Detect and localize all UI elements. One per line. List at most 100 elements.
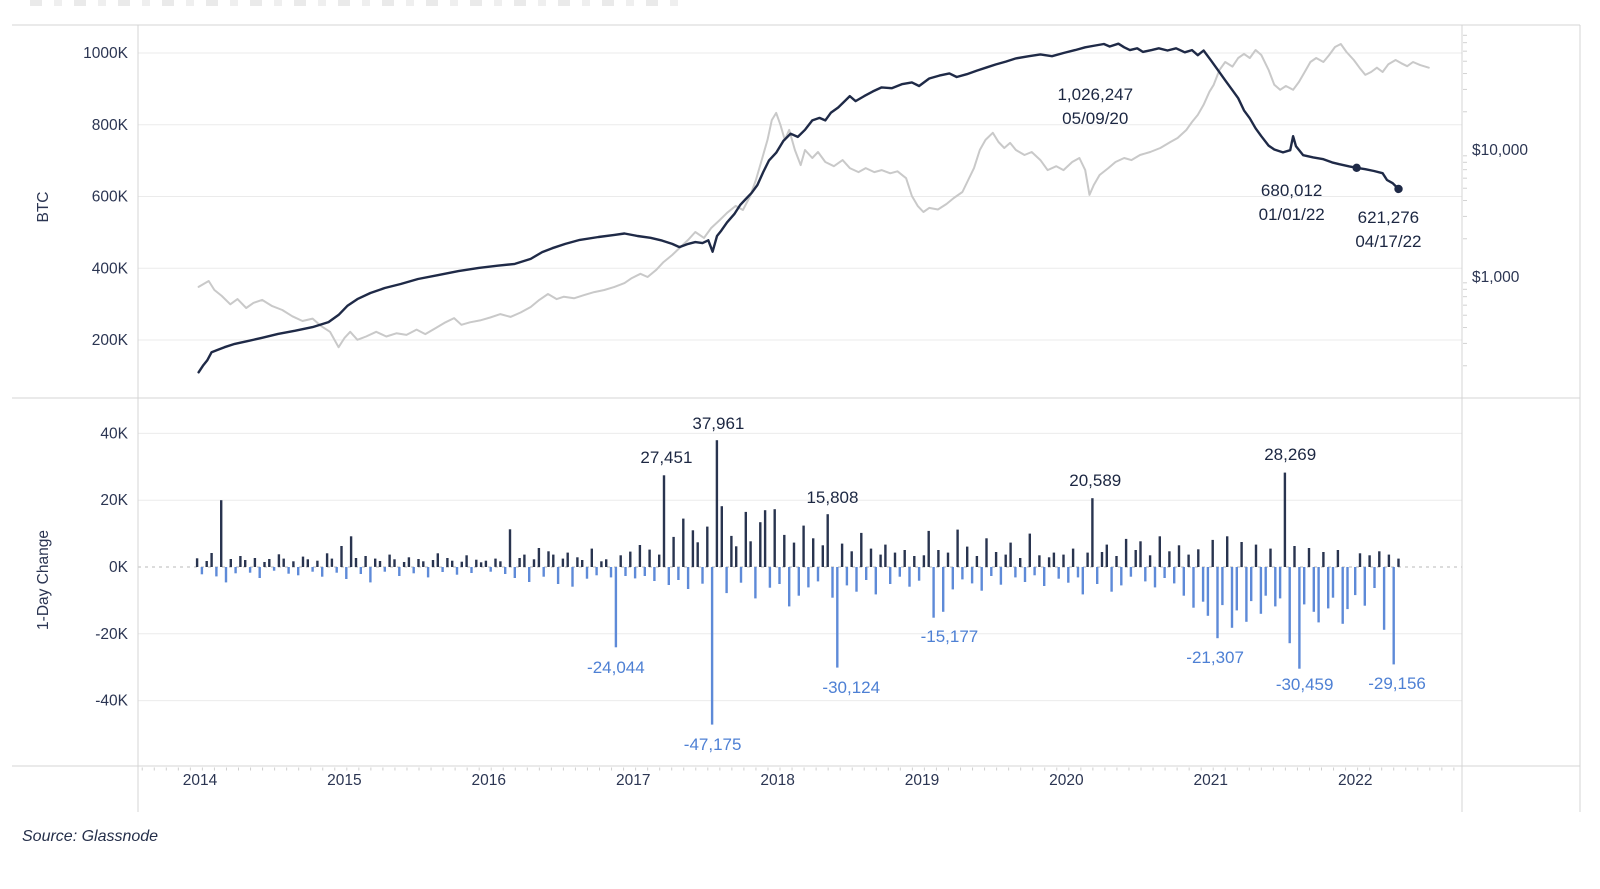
change-bar: [908, 567, 911, 587]
change-bar: [845, 567, 849, 586]
change-bar: [942, 567, 945, 612]
change-bar: [1392, 567, 1395, 665]
change-bar: [282, 558, 285, 567]
change-bar: [407, 557, 411, 567]
change-bar: [932, 567, 935, 618]
change-bar: [725, 567, 728, 594]
y-axis-tick-label: 600K: [92, 189, 129, 206]
change-bar: [556, 567, 560, 584]
change-bar: [865, 567, 868, 580]
change-bar: [388, 554, 391, 567]
change-bar: [763, 510, 767, 567]
change-bar: [797, 567, 800, 596]
change-bar: [884, 544, 887, 567]
change-bar: [398, 567, 401, 576]
change-bar: [633, 567, 637, 579]
change-bar: [1038, 555, 1041, 567]
change-bar: [1293, 546, 1296, 567]
change-bar: [807, 567, 810, 588]
change-bar: [325, 553, 329, 567]
change-bar: [840, 543, 844, 567]
change-bar: [402, 562, 406, 567]
change-bar: [585, 567, 589, 579]
change-bar: [648, 549, 651, 567]
change-bar: [393, 559, 396, 567]
change-bar: [1124, 538, 1128, 567]
change-bar: [658, 554, 661, 567]
balance-annotation-value: 680,012: [1261, 181, 1322, 200]
change-bar: [1009, 542, 1012, 567]
change-bar: [258, 567, 261, 578]
change-bar: [739, 567, 743, 583]
change-bar: [850, 551, 853, 567]
change-bar: [768, 567, 772, 588]
change-bar: [364, 556, 367, 567]
change-bar: [653, 567, 656, 581]
cropped-title-remnant: [30, 0, 690, 6]
change-bar: [1047, 557, 1051, 567]
y-axis-tick-label: 200K: [92, 332, 129, 349]
change-bar: [1230, 567, 1234, 628]
change-bar: [980, 567, 983, 591]
change-bar: [1096, 567, 1099, 584]
change-bar: [1071, 548, 1075, 567]
change-bar: [1201, 567, 1205, 602]
balance-marker-dot: [1352, 163, 1361, 172]
change-bar: [1110, 567, 1113, 592]
change-bar: [484, 560, 488, 567]
change-bar: [436, 553, 439, 567]
change-bar: [1120, 567, 1123, 586]
change-bar: [426, 567, 430, 578]
change-bar: [1187, 554, 1190, 567]
change-annotation: -47,175: [684, 735, 742, 754]
change-bar: [937, 550, 940, 567]
change-bar: [532, 559, 536, 567]
change-bar: [1397, 558, 1400, 567]
change-bar: [879, 554, 882, 567]
price-line: [197, 43, 1430, 349]
change-bar: [686, 567, 690, 589]
change-bar: [542, 567, 545, 577]
change-bar: [301, 556, 305, 567]
change-bar: [638, 545, 642, 567]
change-bar: [475, 559, 478, 567]
year-label: 2021: [1194, 772, 1228, 789]
change-annotation: 28,269: [1264, 445, 1316, 464]
change-bar: [311, 567, 314, 572]
change-bar: [917, 567, 921, 581]
change-bar: [1100, 552, 1104, 567]
change-bar: [499, 561, 502, 567]
change-bar: [1235, 567, 1238, 611]
change-bar: [999, 567, 1003, 585]
change-bar: [244, 560, 247, 567]
change-annotation: -21,307: [1186, 648, 1244, 667]
change-bar: [224, 567, 228, 583]
change-bar: [220, 500, 223, 567]
change-bar: [990, 567, 993, 576]
change-bar: [966, 546, 969, 567]
year-label: 2014: [183, 772, 218, 789]
change-bar: [479, 562, 483, 567]
change-bar: [691, 530, 695, 567]
change-bar: [1354, 567, 1357, 596]
change-annotation: -30,459: [1276, 675, 1334, 694]
change-bar: [614, 567, 618, 648]
balance-annotation-value: 1,026,247: [1057, 85, 1133, 104]
change-bar: [903, 550, 906, 567]
change-bar: [1043, 567, 1046, 586]
y-axis-tick-label: -20K: [95, 626, 128, 643]
change-bar: [1004, 554, 1007, 567]
change-bar: [508, 529, 512, 567]
change-axis-title: 1-Day Change: [35, 530, 52, 630]
change-bar: [1081, 567, 1084, 595]
change-bar: [1148, 555, 1152, 567]
change-bar: [513, 567, 516, 578]
y-axis-tick-label: -40K: [95, 693, 128, 710]
change-bar: [272, 567, 276, 571]
change-bar: [1192, 567, 1195, 608]
change-bar: [277, 554, 281, 567]
change-bar: [1317, 567, 1320, 623]
change-bar: [422, 561, 425, 567]
change-bar: [1341, 567, 1344, 624]
